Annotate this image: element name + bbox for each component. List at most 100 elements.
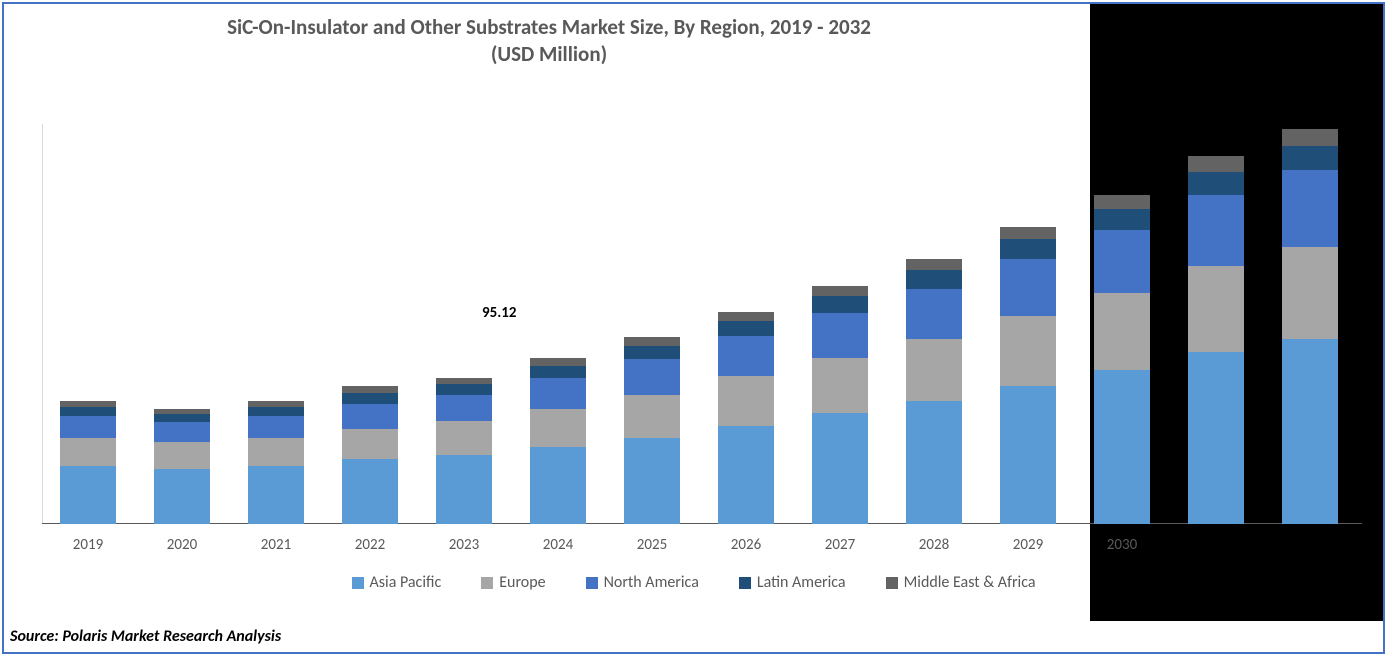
bar-segment [812, 313, 868, 358]
x-axis-label: 2028 [896, 536, 972, 554]
legend-swatch [481, 577, 493, 589]
x-axis-line [42, 523, 1362, 524]
bar-segment [624, 359, 680, 394]
bar-group: 2026 [718, 312, 774, 524]
legend-label: North America [604, 573, 699, 592]
bar-segment [1000, 386, 1056, 524]
bar-group: 2024 [530, 358, 586, 524]
bar-segment [1282, 129, 1338, 146]
x-axis-label: 2027 [802, 536, 878, 554]
x-axis-label: 2023 [426, 536, 502, 554]
x-axis-label: 2029 [990, 536, 1066, 554]
bar-segment [154, 414, 210, 422]
bar-segment [624, 438, 680, 524]
bar-segment [248, 416, 304, 438]
bar-group: 2020 [154, 409, 210, 524]
bar-segment [906, 259, 962, 270]
legend: Asia Pacific Europe North America Latin Ame… [4, 573, 1383, 592]
bar-group: 2022 [342, 386, 398, 524]
legend-swatch [886, 577, 898, 589]
bar-segment [1282, 339, 1338, 524]
bar-segment [812, 358, 868, 413]
data-label: 95.12 [482, 304, 516, 322]
legend-item: Asia Pacific [352, 573, 442, 592]
legend-label: Europe [499, 573, 545, 592]
bar-segment [906, 401, 962, 524]
bar-segment [60, 438, 116, 466]
bar-segment [1000, 259, 1056, 316]
bar-group: 2030 [1094, 195, 1150, 524]
plot-area: 95.12 2019 2020 2021 2022 2023 2024 2025 2026 20… [42, 124, 1362, 524]
x-axis-label: 2026 [708, 536, 784, 554]
legend-item: Middle East & Africa [886, 573, 1036, 592]
x-axis-label: 2025 [614, 536, 690, 554]
bar-segment [1094, 230, 1150, 293]
bar-segment [530, 378, 586, 409]
bar-group: 2019 [60, 401, 116, 524]
bar-segment [436, 421, 492, 455]
bar-segment [1000, 227, 1056, 239]
x-axis-label: 2024 [520, 536, 596, 554]
bar-segment [342, 404, 398, 429]
bar-segment [60, 466, 116, 524]
chart-title: SiC-On-Insulator and Other Substrates Ma… [4, 14, 1094, 69]
bar-group [1282, 129, 1338, 524]
legend-label: Latin America [757, 573, 846, 592]
bar-segment [1282, 170, 1338, 247]
legend-label: Asia Pacific [370, 573, 442, 592]
legend-item: Latin America [739, 573, 846, 592]
x-axis-label: 2022 [332, 536, 408, 554]
x-axis-label: 2020 [144, 536, 220, 554]
bar-segment [812, 296, 868, 313]
bar-segment [248, 466, 304, 524]
bar-segment [718, 336, 774, 376]
bar-group: 2027 [812, 286, 868, 524]
bar-segment [248, 407, 304, 416]
bar-segment [624, 395, 680, 438]
bar-segment [1094, 195, 1150, 209]
bar-segment [812, 286, 868, 296]
legend-swatch [352, 577, 364, 589]
bar-segment [342, 386, 398, 393]
x-axis-label: 2019 [50, 536, 126, 554]
bar-group: 2023 [436, 378, 492, 524]
bar-group [1188, 156, 1244, 524]
title-line-2: (USD Million) [491, 41, 607, 67]
bar-segment [1282, 146, 1338, 171]
bar-segment [1188, 352, 1244, 524]
bar-segment [248, 438, 304, 466]
bar-segment [718, 426, 774, 524]
bar-group: 2021 [248, 401, 304, 524]
legend-item: Europe [481, 573, 545, 592]
bar-segment [530, 358, 586, 366]
bar-segment [342, 393, 398, 404]
bar-segment [906, 270, 962, 288]
bar-segment [154, 442, 210, 468]
chart-frame: SiC-On-Insulator and Other Substrates Ma… [2, 2, 1385, 654]
bar-segment [1000, 316, 1056, 385]
bar-segment [1188, 156, 1244, 171]
legend-item: North America [586, 573, 699, 592]
bar-segment [154, 469, 210, 524]
bar-segment [624, 337, 680, 345]
legend-swatch [586, 577, 598, 589]
bar-segment [342, 429, 398, 460]
bar-segment [1188, 266, 1244, 352]
bar-segment [342, 459, 398, 524]
source-attribution: Source: Polaris Market Research Analysis [10, 627, 281, 646]
bar-group: 2025 [624, 337, 680, 524]
bar-segment [1282, 247, 1338, 339]
bar-segment [1094, 209, 1150, 231]
bar-segment [812, 413, 868, 524]
y-axis-line [42, 124, 43, 524]
bar-segment [906, 289, 962, 340]
bar-group: 2029 [1000, 227, 1056, 524]
bar-segment [1188, 195, 1244, 266]
bar-segment [624, 346, 680, 360]
bar-segment [1094, 293, 1150, 370]
bar-segment [718, 376, 774, 425]
bar-segment [1188, 172, 1244, 195]
bar-segment [436, 455, 492, 524]
x-axis-label: 2030 [1084, 536, 1160, 554]
title-line-1: SiC-On-Insulator and Other Substrates Ma… [227, 14, 871, 40]
